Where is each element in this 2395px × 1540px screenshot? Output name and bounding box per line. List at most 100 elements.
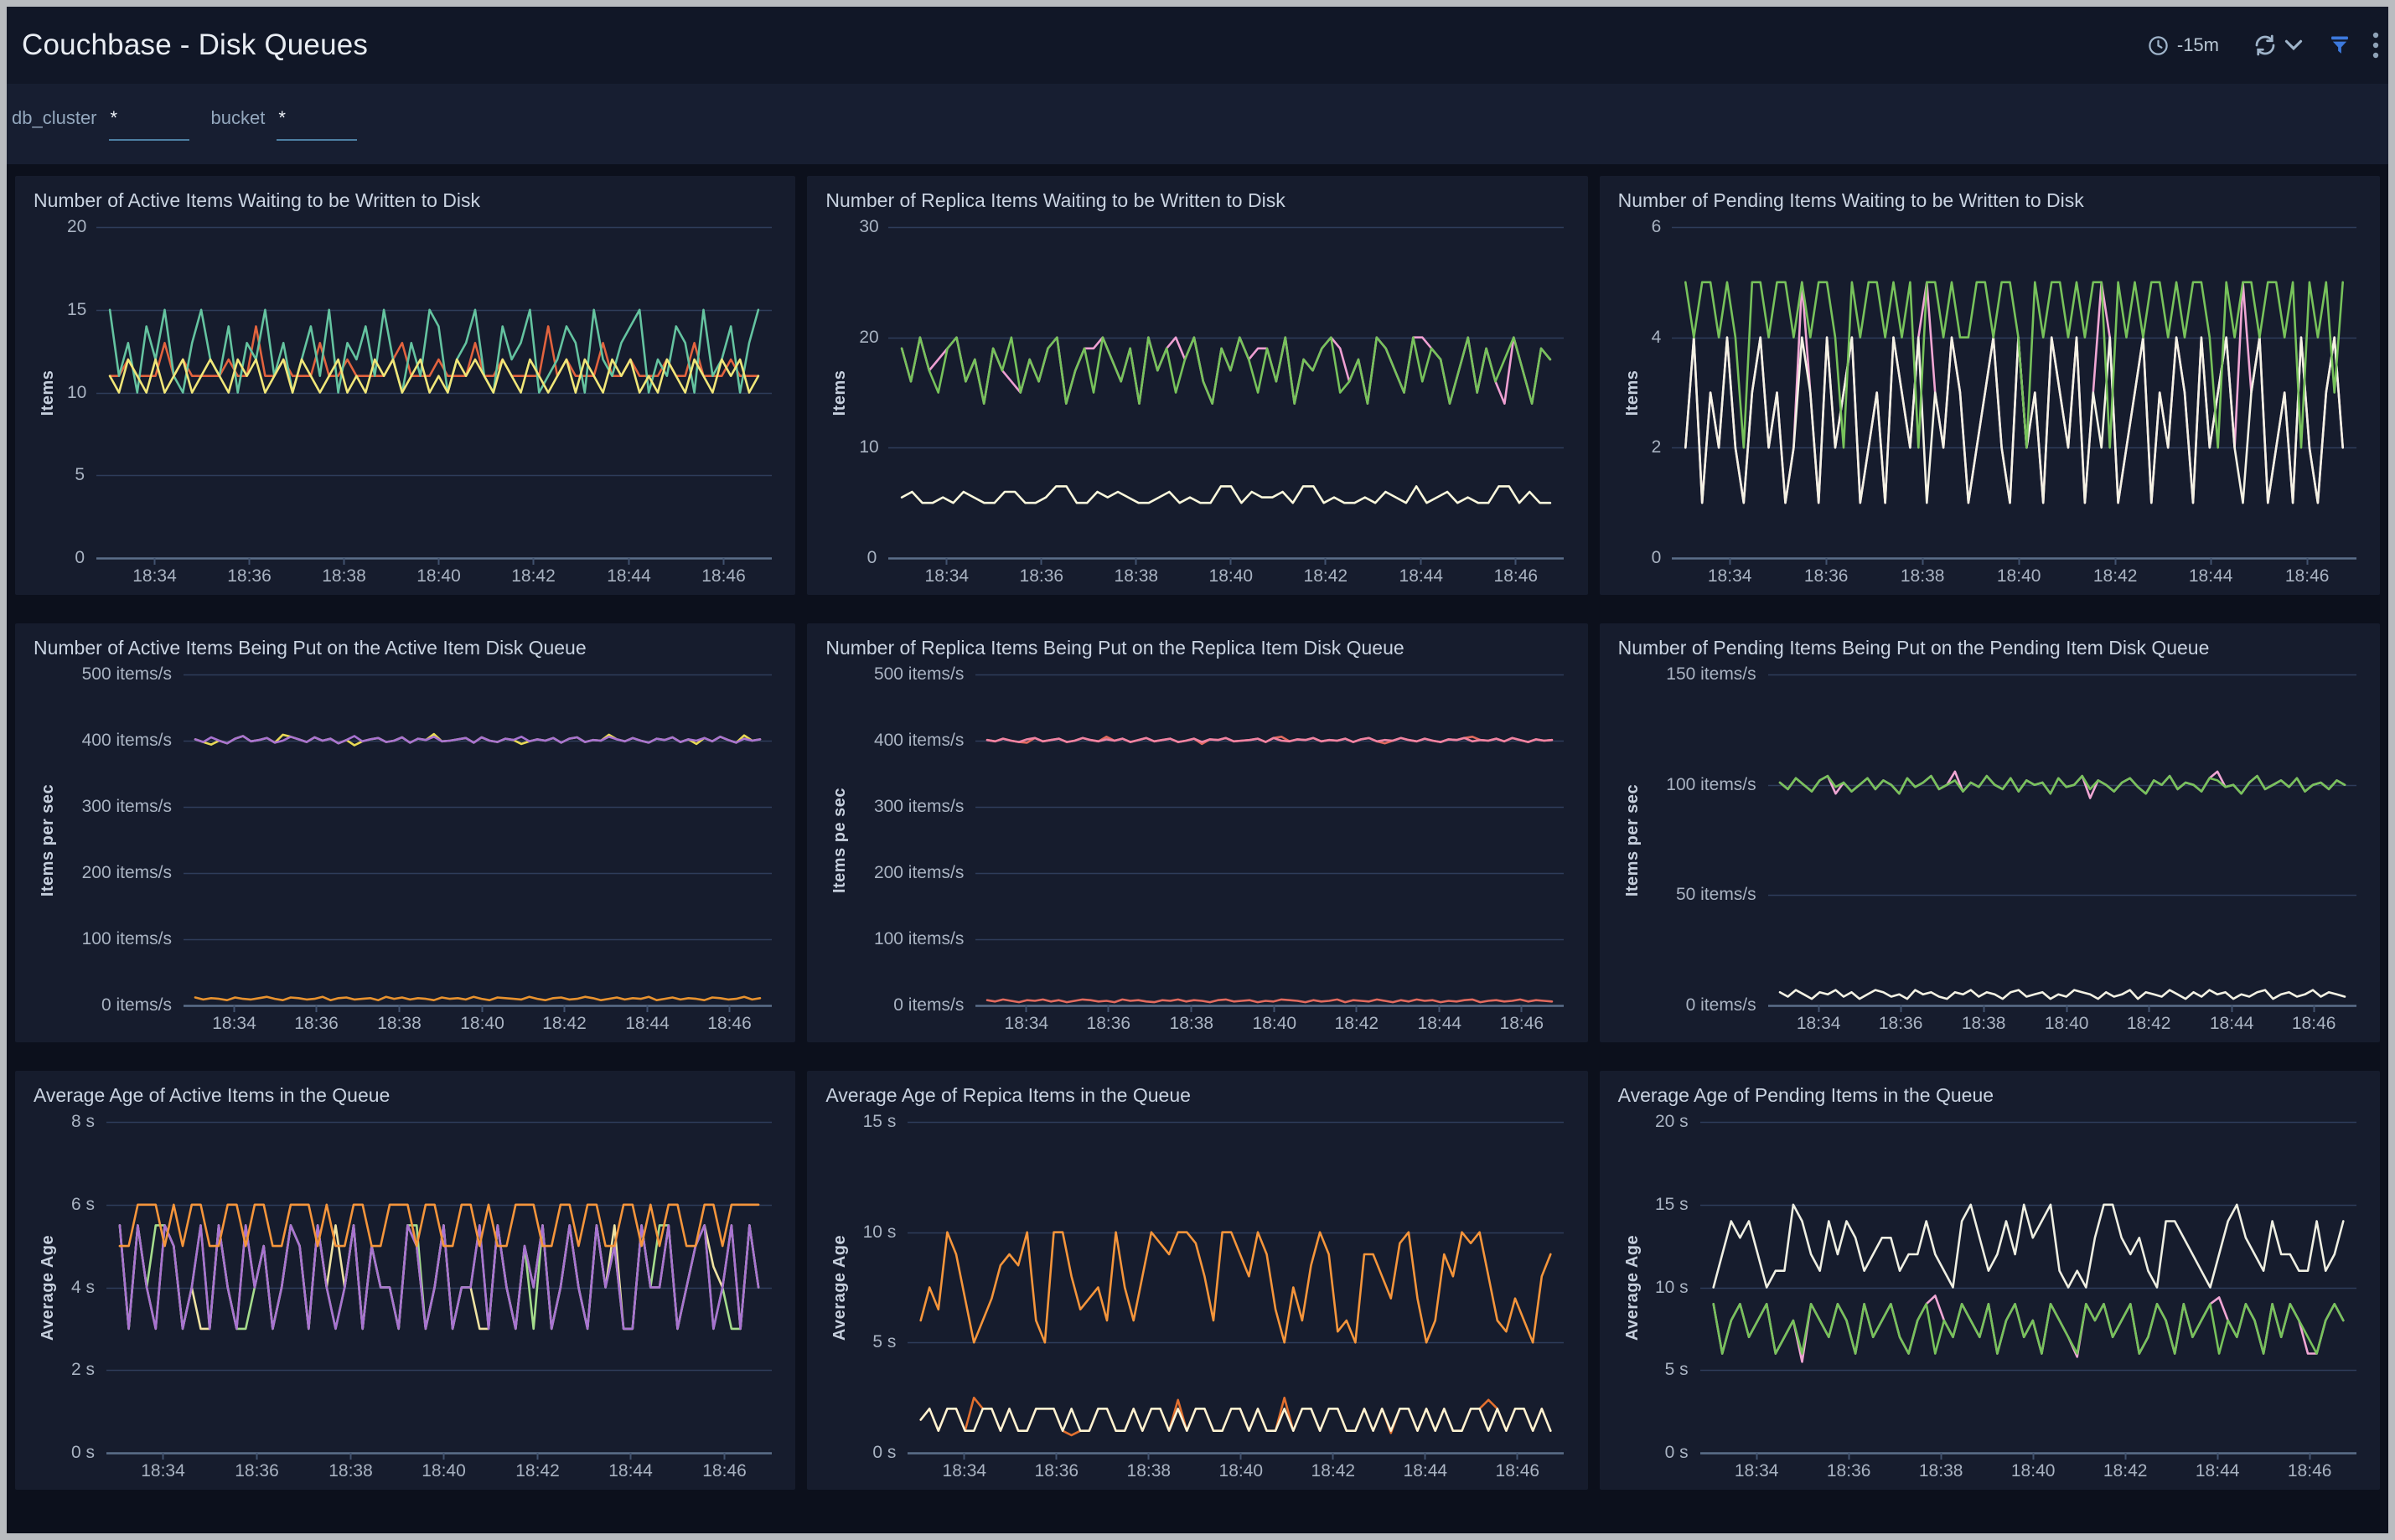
chart-svg	[908, 1121, 1565, 1460]
filter-icon	[2328, 34, 2351, 57]
y-axis-label: Average Age	[830, 1234, 850, 1341]
chart-svg	[1699, 1121, 2356, 1460]
x-tick-label: 18:36	[1086, 1014, 1131, 1033]
panel-replica-items-put-rate: Number of Replica Items Being Put on the…	[807, 623, 1588, 1042]
chart-plot[interactable]: 15 s 10 s 5 s 0 s 18:34 18:36 18:38 18:40 18:42 1…	[824, 1111, 1570, 1483]
x-tick-label: 18:46	[1499, 1014, 1544, 1033]
x-tick-label: 18:44	[625, 1014, 670, 1033]
panel-title[interactable]: Number of Replica Items Waiting to be Wr…	[825, 189, 1285, 211]
panel-title[interactable]: Number of Pending Items Waiting to be Wr…	[1617, 189, 2084, 211]
x-tick-label: 18:34	[1734, 1461, 1779, 1481]
panel-title[interactable]: Average Age of Active Items in the Queue	[34, 1084, 391, 1106]
x-tick-label: 18:38	[322, 566, 366, 586]
refresh-interval-dropdown[interactable]	[2284, 39, 2303, 51]
x-tick-label: 18:36	[1878, 1014, 1923, 1033]
y-tick-label: 0 items/s	[893, 995, 965, 1015]
panel-title[interactable]: Number of Replica Items Being Put on the…	[825, 637, 1404, 659]
y-tick-label: 10	[67, 382, 87, 402]
x-tick-label: 18:44	[2188, 566, 2233, 586]
y-tick-label: 5	[75, 464, 85, 484]
panel-grid: Number of Active Items Waiting to be Wri…	[7, 164, 2388, 1501]
chevron-down-icon	[2284, 39, 2303, 51]
y-tick-label: 6	[1651, 216, 1662, 236]
x-tick-label: 18:44	[1403, 1461, 1448, 1481]
chart-plot[interactable]: 8 s 6 s 4 s 2 s 0 s 18:34 18:36 18:38 18:40 18:42…	[32, 1112, 779, 1483]
y-tick-label: 100 items/s	[873, 928, 965, 948]
db-cluster-select[interactable]: *	[108, 107, 189, 141]
chart-plot[interactable]: 20 s 15 s 10 s 5 s 0 s 18:34 18:36 18:38 18:40 18…	[1616, 1111, 2363, 1483]
series-orange-accent	[919, 1396, 1552, 1437]
x-tick-label: 18:40	[422, 1461, 466, 1481]
chart-svg	[106, 1121, 772, 1460]
series-green	[901, 336, 1552, 405]
panel-title[interactable]: Average Age of Pending Items in the Queu…	[1617, 1084, 1994, 1106]
panel-title[interactable]: Number of Active Items Waiting to be Wri…	[34, 189, 481, 211]
series-white	[1712, 1203, 2345, 1289]
x-tick-label: 18:44	[608, 1461, 653, 1481]
y-tick-label: 100 items/s	[1666, 774, 1756, 794]
series-white	[1684, 336, 2344, 504]
y-tick-label: 0 s	[1664, 1442, 1689, 1462]
x-tick-label: 18:46	[2287, 1461, 2332, 1481]
series-green	[1684, 281, 2344, 449]
refresh-icon	[2253, 33, 2278, 58]
x-tick-label: 18:42	[1311, 1461, 1356, 1481]
chart-svg	[1767, 674, 2356, 1012]
panel-title[interactable]: Average Age of Repica Items in the Queue	[825, 1084, 1191, 1106]
chart-plot[interactable]: 20 15 10 5 0 18:34 18:36 18:38 18:40 18:42 18:44 18…	[32, 217, 779, 588]
x-tick-label: 18:38	[1114, 566, 1159, 586]
series-red	[986, 998, 1554, 1004]
time-range-picker[interactable]: -15m	[2147, 34, 2219, 57]
panel-replica-items-waiting: Number of Replica Items Waiting to be Wr…	[807, 176, 1588, 595]
refresh-button[interactable]	[2253, 33, 2278, 58]
y-axis-label: Average Age	[39, 1234, 57, 1341]
chart-plot[interactable]: 6 4 2 0 18:34 18:36 18:38 18:40 18:42 18:44 18:46 I…	[1616, 216, 2363, 588]
y-tick-label: 4 s	[70, 1277, 95, 1297]
x-tick-label: 18:34	[212, 1014, 256, 1033]
chart-svg	[96, 226, 772, 565]
series-green	[1778, 774, 2346, 795]
chart-plot[interactable]: 150 items/s 100 items/s 50 items/s 0 items/…	[1616, 664, 2363, 1036]
x-tick-label: 18:36	[1034, 1461, 1079, 1481]
series-purple	[194, 735, 762, 745]
chart-plot[interactable]: 500 items/s 400 items/s 300 items/s 200 ite…	[824, 664, 1570, 1036]
x-tick-label: 18:36	[1826, 1461, 1871, 1481]
x-tick-label: 18:46	[701, 566, 746, 586]
y-tick-label: 0 items/s	[101, 995, 172, 1015]
y-tick-label: 150 items/s	[1666, 664, 1756, 684]
x-tick-label: 18:46	[2284, 566, 2330, 586]
series-orange	[919, 1231, 1552, 1344]
x-tick-label: 18:46	[1493, 566, 1539, 586]
x-tick-label: 18:42	[2126, 1014, 2171, 1033]
x-tick-label: 18:40	[460, 1014, 504, 1033]
y-tick-label: 20 s	[1654, 1111, 1689, 1131]
x-tick-label: 18:34	[132, 566, 177, 586]
y-tick-label: 15 s	[862, 1111, 897, 1131]
y-axis-label: Items pe sec	[830, 787, 850, 893]
y-tick-label: 400 items/s	[873, 730, 965, 750]
x-tick-label: 18:36	[1803, 566, 1849, 586]
y-axis-label: Items per sec	[1622, 783, 1642, 897]
y-tick-label: 10 s	[1654, 1277, 1689, 1297]
chart-plot[interactable]: 500 items/s 400 items/s 300 items/s 200 ite…	[32, 664, 779, 1036]
bucket-select[interactable]: *	[277, 107, 358, 141]
y-tick-label: 5 s	[872, 1331, 897, 1351]
x-tick-label: 18:44	[2195, 1461, 2240, 1481]
x-tick-label: 18:44	[1417, 1014, 1462, 1033]
y-tick-label: 15	[67, 299, 87, 319]
panel-title[interactable]: Number of Pending Items Being Put on the…	[1617, 637, 2210, 659]
x-tick-label: 18:42	[2092, 566, 2138, 586]
x-tick-label: 18:40	[416, 566, 461, 586]
chart-svg	[1671, 226, 2356, 565]
x-tick-label: 18:40	[1996, 566, 2041, 586]
kebab-menu-icon[interactable]	[2372, 31, 2380, 59]
chart-svg	[184, 674, 772, 1012]
series-light-green	[118, 1224, 760, 1331]
x-tick-label: 18:40	[1218, 1461, 1264, 1481]
y-tick-label: 2	[1651, 437, 1662, 457]
x-tick-label: 18:36	[294, 1014, 339, 1033]
filter-button[interactable]	[2328, 34, 2351, 57]
chart-plot[interactable]: 30 20 10 0 18:34 18:36 18:38 18:40 18:42 18:44 18:…	[824, 217, 1570, 588]
panel-title[interactable]: Number of Active Items Being Put on the …	[34, 637, 587, 659]
